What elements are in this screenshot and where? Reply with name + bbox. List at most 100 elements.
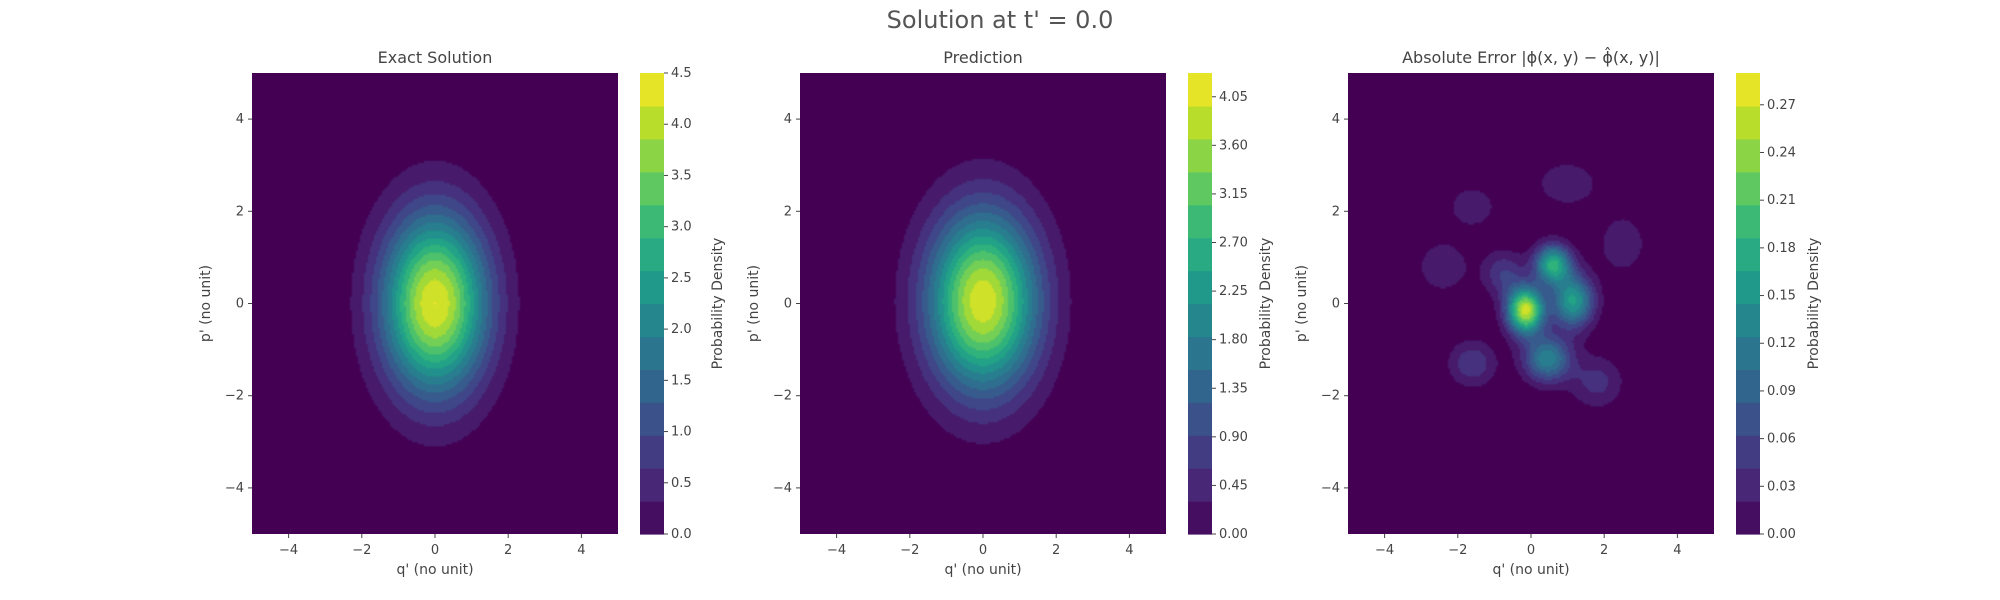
- colorbar-band: [1736, 73, 1760, 107]
- y-axis-label: p' (no unit): [198, 265, 214, 342]
- chart-panel-3: Absolute Error |ϕ(x, y) − ϕ̂(x, y)| −4 −2 0…: [1294, 47, 1822, 578]
- colorbar-band: [1188, 237, 1212, 272]
- colorbar-band: [640, 369, 664, 403]
- colorbar-tick-label: 2.0: [671, 322, 692, 337]
- colorbar-band: [1736, 402, 1760, 436]
- y-axis-label: p' (no unit): [746, 265, 762, 342]
- colorbar-band: [1188, 468, 1212, 502]
- colorbar-band: [640, 138, 664, 173]
- colorbar-band: [1188, 501, 1212, 535]
- y-tick-label: 0: [784, 297, 792, 312]
- colorbar-tick-label: 3.5: [671, 168, 692, 183]
- panel-title: Absolute Error |ϕ(x, y) − ϕ̂(x, y)|: [1402, 47, 1660, 67]
- colorbar-tick-label: 3.0: [671, 220, 692, 235]
- colorbar-tick-label: 4.05: [1219, 90, 1248, 105]
- x-tick-label: −2: [900, 543, 919, 558]
- colorbar-label: Probability Density: [710, 238, 726, 370]
- y-tick-label: 4: [1332, 112, 1340, 127]
- chart-panel-1: Exact Solution −4 −2 0 2 4 4 2 0 −2 −4 q' (no unit)…: [198, 48, 726, 578]
- colorbar-tick-label: 0.0: [671, 527, 692, 542]
- colorbar-band: [1736, 468, 1760, 502]
- x-tick-label: 0: [1527, 543, 1535, 558]
- colorbar-tick-label: 1.5: [671, 373, 692, 388]
- x-tick-label: −4: [279, 543, 298, 558]
- colorbar-band: [640, 270, 664, 305]
- y-tick-label: 2: [1332, 204, 1340, 219]
- colorbar-band: [640, 303, 664, 338]
- y-tick-label: 4: [236, 112, 244, 127]
- heatmap-image: [1348, 73, 1714, 534]
- colorbar-tick-label: 0.5: [671, 476, 692, 491]
- heatmap-image: [252, 73, 618, 534]
- colorbar-band: [640, 336, 664, 370]
- colorbar-band: [1188, 171, 1212, 206]
- colorbar-band: [1736, 204, 1760, 239]
- colorbar-tick-label: 2.25: [1219, 284, 1248, 299]
- y-tick-label: 0: [1332, 297, 1340, 312]
- colorbar-band: [640, 105, 664, 140]
- y-tick-label: −4: [773, 481, 792, 496]
- colorbar-band: [1188, 303, 1212, 338]
- colorbar-band: [1188, 369, 1212, 403]
- y-tick-label: −4: [225, 481, 244, 496]
- colorbar-label: Probability Density: [1806, 238, 1822, 370]
- colorbar-tick-label: 3.15: [1219, 187, 1248, 202]
- colorbar-tick-label: 1.80: [1219, 333, 1248, 348]
- y-tick-label: 2: [236, 204, 244, 219]
- colorbar-band: [1736, 237, 1760, 272]
- colorbar-tick-label: 1.35: [1219, 381, 1248, 396]
- y-tick-label: −4: [1321, 481, 1340, 496]
- colorbar-tick-label: 0.12: [1767, 336, 1796, 351]
- colorbar-tick-label: 0.18: [1767, 241, 1796, 256]
- x-tick-label: 4: [1125, 543, 1133, 558]
- colorbar-band: [1736, 171, 1760, 206]
- colorbar-band: [1188, 402, 1212, 436]
- colorbar-tick-label: 1.0: [671, 425, 692, 440]
- colorbar-tick-label: 0.27: [1767, 98, 1796, 113]
- colorbar-band: [640, 501, 664, 535]
- colorbar-tick-label: 0.00: [1219, 527, 1248, 542]
- colorbar-band: [1188, 105, 1212, 140]
- colorbar-tick-label: 0.90: [1219, 430, 1248, 445]
- x-tick-label: 2: [1600, 543, 1608, 558]
- y-tick-label: 0: [236, 297, 244, 312]
- colorbar-band: [640, 468, 664, 502]
- colorbar-band: [1188, 270, 1212, 305]
- colorbar-tick-label: 2.5: [671, 271, 692, 286]
- colorbar-band: [1736, 270, 1760, 305]
- colorbar-band: [1736, 303, 1760, 338]
- colorbar-tick-label: 0.09: [1767, 384, 1796, 399]
- colorbar-tick-label: 0.06: [1767, 432, 1796, 447]
- x-tick-label: 0: [979, 543, 987, 558]
- colorbar-band: [640, 237, 664, 272]
- y-tick-label: −2: [225, 389, 244, 404]
- colorbar-band: [1188, 336, 1212, 370]
- colorbar-band: [1188, 73, 1212, 107]
- colorbar-tick-label: 2.70: [1219, 236, 1248, 251]
- panel-title: Prediction: [943, 48, 1022, 67]
- colorbar-band: [640, 204, 664, 239]
- colorbar-tick-label: 0.15: [1767, 289, 1796, 304]
- colorbar-label: Probability Density: [1258, 238, 1274, 370]
- x-tick-label: −2: [1448, 543, 1467, 558]
- colorbar: 0.00 0.45 0.90 1.35 1.80 2.25 2.70 3.15 3.60 4.05…: [1188, 73, 1274, 542]
- x-tick-label: 2: [504, 543, 512, 558]
- y-tick-label: −2: [773, 389, 792, 404]
- colorbar-band: [640, 435, 664, 469]
- colorbar-band: [1188, 138, 1212, 173]
- figure-title: Solution at t' = 0.0: [886, 6, 1114, 34]
- colorbar-band: [640, 171, 664, 206]
- colorbar-band: [1736, 336, 1760, 370]
- x-axis-label: q' (no unit): [944, 562, 1021, 578]
- colorbar-tick-label: 0.00: [1767, 527, 1796, 542]
- colorbar-tick-label: 0.24: [1767, 145, 1796, 160]
- colorbar-tick-label: 0.21: [1767, 193, 1796, 208]
- colorbar-band: [640, 73, 664, 107]
- colorbar-band: [1736, 435, 1760, 469]
- x-tick-label: 4: [1673, 543, 1681, 558]
- colorbar-band: [1188, 204, 1212, 239]
- colorbar-band: [1188, 435, 1212, 469]
- colorbar-band: [1736, 369, 1760, 403]
- x-tick-label: 0: [431, 543, 439, 558]
